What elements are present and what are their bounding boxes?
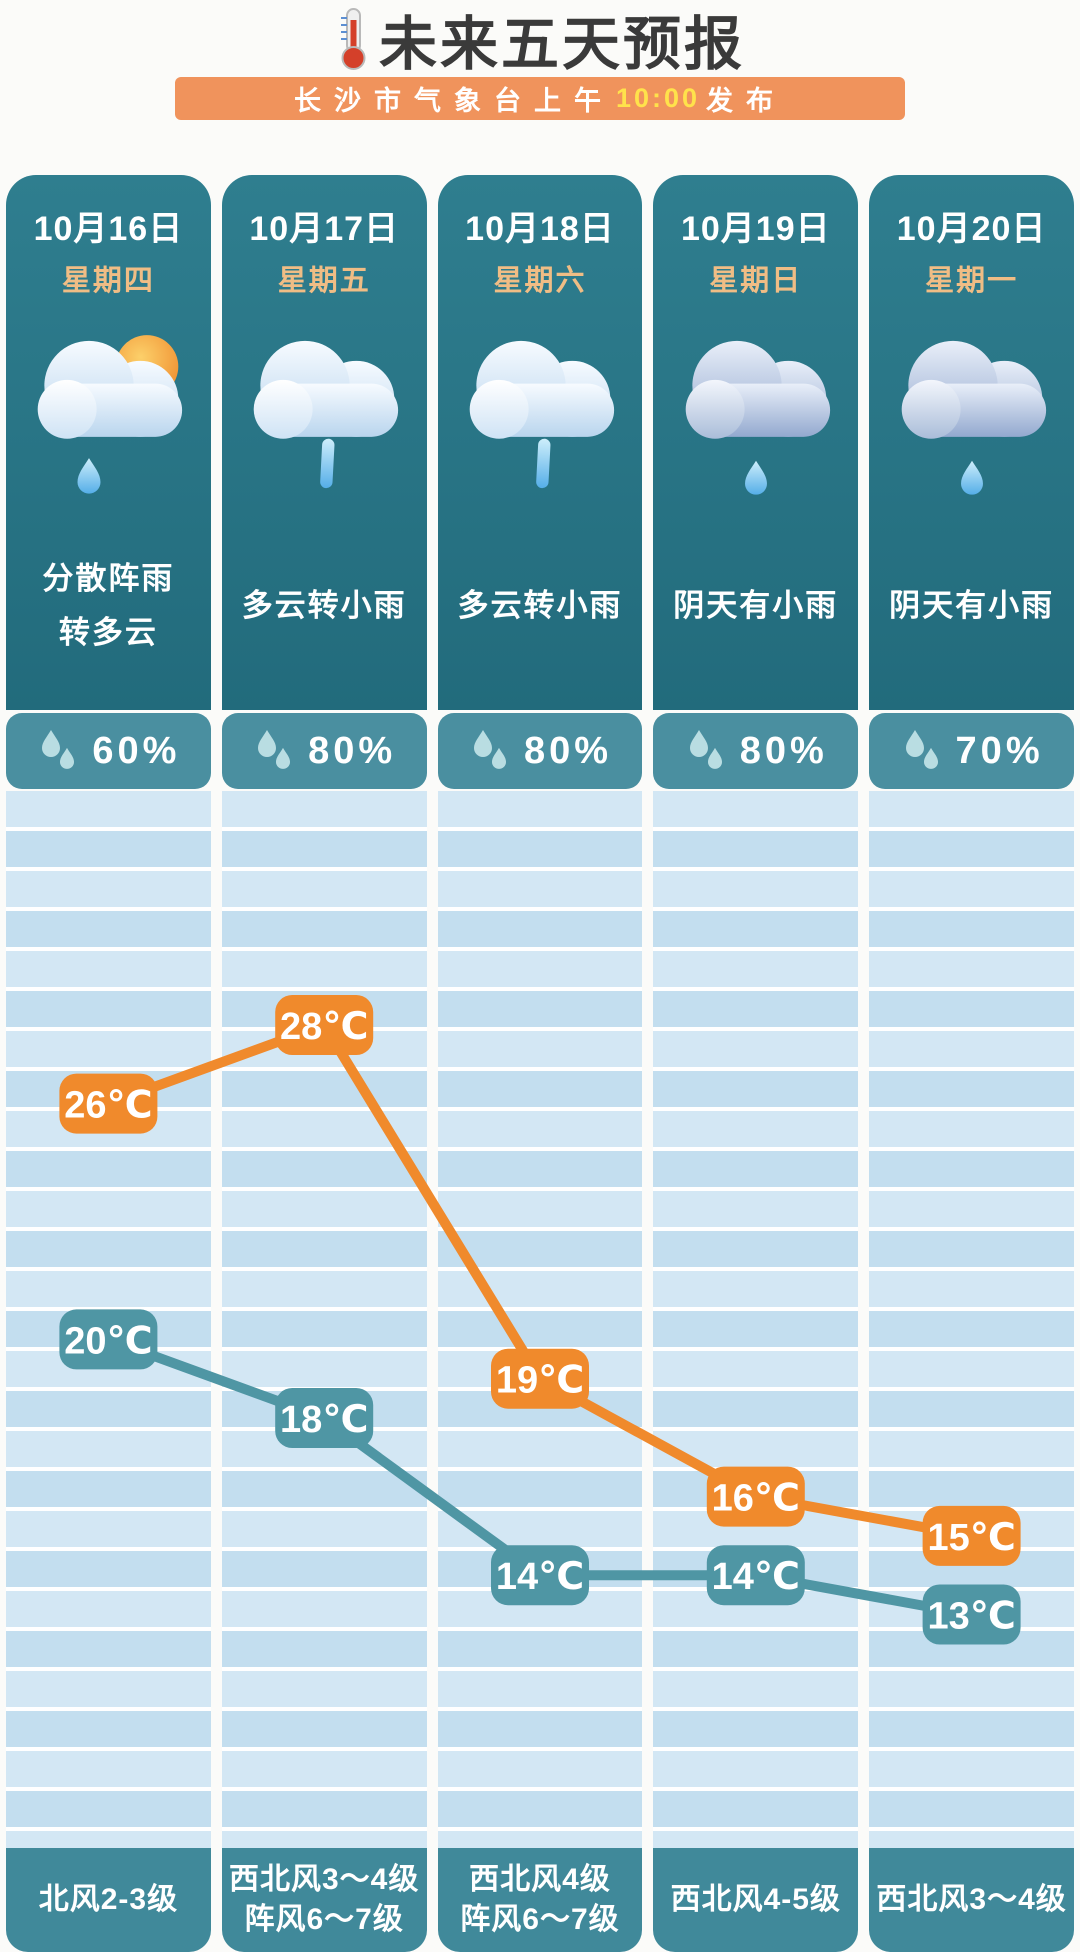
date-label: 10月20日 <box>896 210 1047 248</box>
precipitation-cell: 70% <box>869 713 1074 789</box>
rain-drops-icon <box>900 727 944 775</box>
rain-drops-icon <box>36 727 80 775</box>
weather-description: 阴天有小雨 <box>673 588 839 623</box>
chart-column-background <box>6 791 211 1848</box>
forecast-day-column-4: 10月19日 星期日 阴天有小雨 80% 西北风4-5级 <box>653 175 859 1952</box>
wind-cell: 北风2-3级 <box>6 1848 211 1952</box>
chart-column-background <box>221 791 427 1848</box>
day-card: 10月20日 星期一 阴天有小雨 <box>869 175 1074 710</box>
wind-cell: 西北风4-5级 <box>653 1848 859 1952</box>
weather-description: 分散阵雨 转多云 <box>42 561 175 650</box>
weekday-label: 星期日 <box>709 265 803 297</box>
chart-column-background <box>653 791 859 1848</box>
precipitation-cell: 80% <box>221 713 427 789</box>
weekday-label: 星期四 <box>61 265 155 297</box>
wind-cell: 西北风3～4级 <box>869 1848 1074 1952</box>
overcast-light-rain-icon <box>653 305 858 520</box>
day-card: 10月19日 星期日 阴天有小雨 <box>653 175 859 710</box>
date-label: 10月17日 <box>249 210 400 248</box>
precipitation-value: 80% <box>523 729 613 772</box>
weather-description: 多云转小雨 <box>241 588 407 623</box>
wind-cell: 西北风3～4级 阵风6～7级 <box>221 1848 427 1952</box>
weekday-label: 星期六 <box>493 265 587 297</box>
day-card: 10月18日 星期六 多云转小雨 <box>437 175 643 710</box>
header: 未来五天预报 <box>0 0 1080 77</box>
cloudy-to-light-rain-icon <box>222 305 427 520</box>
forecast-day-column-3: 10月18日 星期六 多云转小雨 80% 西北风4级 阵风6～7级 <box>437 175 643 1952</box>
weekday-label: 星期一 <box>925 265 1019 297</box>
precipitation-cell: 80% <box>437 713 643 789</box>
page-title: 未来五天预报 <box>378 12 745 77</box>
precipitation-cell: 60% <box>6 713 211 789</box>
overcast-light-rain-icon <box>869 305 1074 520</box>
rain-drops-icon <box>252 727 296 775</box>
precipitation-value: 80% <box>739 729 828 772</box>
forecast-columns: 10月16日 星期四 分散阵雨 转多云 60% 北风2-3级 <box>6 175 1074 1952</box>
day-card: 10月17日 星期五 多云转小雨 <box>221 175 427 710</box>
weather-description: 多云转小雨 <box>457 588 623 623</box>
precipitation-cell: 80% <box>653 713 859 789</box>
date-label: 10月19日 <box>680 210 831 248</box>
chart-column-background <box>869 791 1074 1848</box>
forecast-day-column-2: 10月17日 星期五 多云转小雨 80% 西北风3～4级 阵风6～7级 <box>221 175 427 1952</box>
cloudy-to-light-rain-icon <box>438 305 643 520</box>
forecast-day-column-1: 10月16日 星期四 分散阵雨 转多云 60% 北风2-3级 <box>6 175 211 1952</box>
rain-drops-icon <box>468 727 512 775</box>
issue-banner: 长沙市气象台上午 10:00 发布 <box>175 77 905 120</box>
forecast-day-column-5: 10月20日 星期一 阴天有小雨 70% 西北风3～4级 <box>869 175 1074 1952</box>
date-label: 10月18日 <box>465 210 615 248</box>
wind-cell: 西北风4级 阵风6～7级 <box>437 1848 643 1952</box>
date-label: 10月16日 <box>33 210 184 248</box>
partly-cloudy-shower-icon <box>6 305 211 520</box>
weather-description: 阴天有小雨 <box>889 588 1055 623</box>
day-card: 10月16日 星期四 分散阵雨 转多云 <box>6 175 211 710</box>
weekday-label: 星期五 <box>277 265 371 297</box>
thermometer-icon <box>340 8 366 70</box>
rain-drops-icon <box>684 727 728 775</box>
issue-time: 10:00 <box>615 83 701 113</box>
precipitation-value: 60% <box>92 729 181 772</box>
precipitation-value: 70% <box>955 729 1044 772</box>
issuer-text: 长沙市气象台上午 <box>293 86 614 116</box>
issue-suffix: 发布 <box>706 86 787 116</box>
precipitation-value: 80% <box>308 729 397 772</box>
chart-column-background <box>437 791 643 1848</box>
